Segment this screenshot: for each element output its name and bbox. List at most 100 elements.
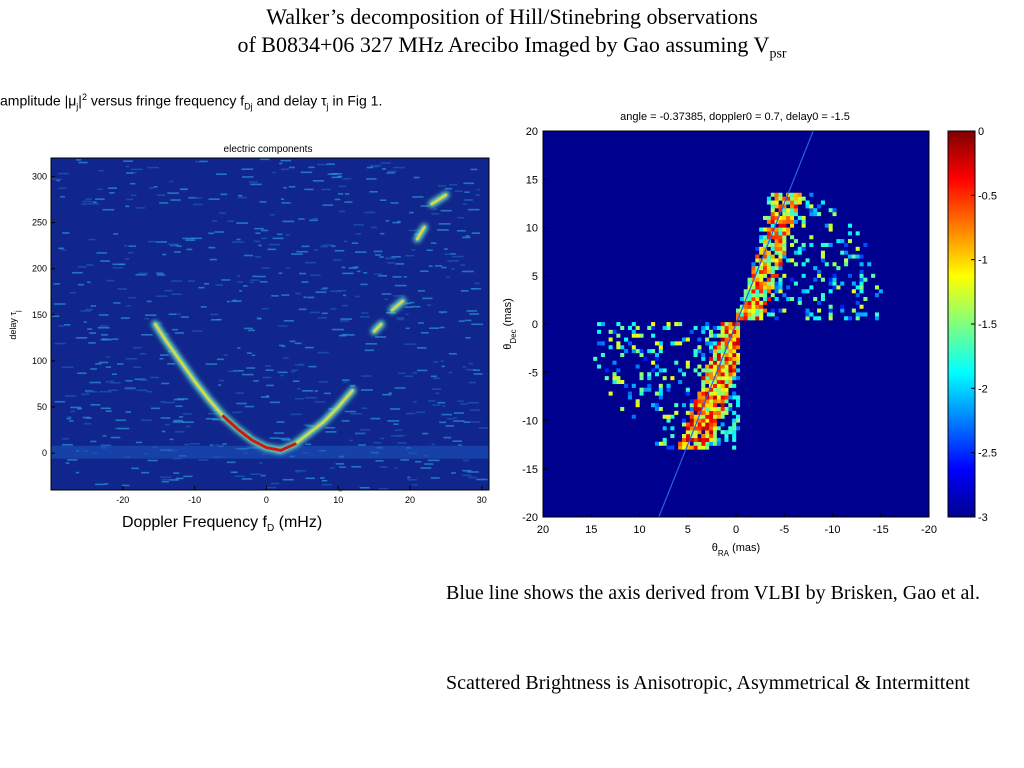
image-pixel xyxy=(712,434,717,439)
noise-streak xyxy=(373,250,383,253)
image-pixel xyxy=(836,239,841,244)
noise-streak xyxy=(429,327,440,329)
noise-streak xyxy=(471,232,480,234)
noise-streak xyxy=(176,245,182,247)
image-pixel xyxy=(708,399,714,404)
noise-streak xyxy=(278,325,288,327)
noise-streak xyxy=(351,242,359,244)
image-pixel xyxy=(697,410,702,415)
noise-streak xyxy=(174,431,185,433)
noise-streak xyxy=(162,253,167,256)
image-pixel xyxy=(793,200,798,205)
noise-streak xyxy=(191,237,202,240)
image-pixel xyxy=(651,360,656,365)
noise-streak xyxy=(203,282,210,285)
image-pixel xyxy=(809,242,814,247)
noise-streak xyxy=(262,376,272,379)
noise-streak xyxy=(408,229,420,232)
image-pixel xyxy=(705,368,710,373)
image-pixel xyxy=(662,426,667,431)
image-pixel xyxy=(844,250,849,255)
image-pixel xyxy=(712,395,717,400)
noise-streak xyxy=(468,476,477,479)
image-pixel xyxy=(651,325,656,330)
image-pixel xyxy=(828,208,833,213)
image-pixel xyxy=(708,356,714,361)
image-pixel xyxy=(736,329,741,334)
noise-streak xyxy=(116,363,124,365)
noise-streak xyxy=(248,181,259,183)
image-pixel xyxy=(720,364,725,369)
noise-streak xyxy=(156,241,167,243)
noise-streak xyxy=(465,319,472,322)
image-pixel xyxy=(639,333,644,338)
image-pixel xyxy=(639,349,644,354)
noise-streak xyxy=(198,286,205,289)
left-figure-caption: amplitude |μj|2 versus fringe frequency … xyxy=(0,92,383,112)
image-pixel xyxy=(651,333,656,338)
noise-streak xyxy=(444,253,456,256)
image-pixel xyxy=(736,414,741,419)
image-pixel xyxy=(624,337,629,342)
image-pixel xyxy=(763,239,768,244)
noise-streak xyxy=(212,418,221,421)
colorbar-tick-label: -2.5 xyxy=(978,448,997,460)
image-pixel xyxy=(635,325,640,330)
image-pixel xyxy=(755,277,760,282)
noise-streak xyxy=(182,237,194,240)
image-pixel xyxy=(708,422,714,427)
image-pixel xyxy=(813,208,818,213)
noise-streak xyxy=(473,373,483,375)
image-pixel xyxy=(793,262,798,267)
image-pixel xyxy=(774,262,779,267)
noise-streak xyxy=(386,172,395,174)
image-pixel xyxy=(790,204,795,209)
noise-streak xyxy=(54,342,66,345)
noise-streak xyxy=(168,313,177,316)
image-pixel xyxy=(736,356,741,361)
noise-streak xyxy=(180,316,189,318)
image-pixel xyxy=(770,269,775,275)
noise-streak xyxy=(360,283,368,286)
noise-streak xyxy=(375,254,381,256)
noise-streak xyxy=(256,275,266,278)
image-pixel xyxy=(766,277,771,282)
image-pixel xyxy=(755,258,760,263)
noise-streak xyxy=(341,420,350,422)
noise-streak xyxy=(322,287,328,289)
noise-streak xyxy=(236,274,241,277)
image-pixel xyxy=(612,379,617,385)
brightness-pixels xyxy=(593,192,883,450)
image-pixel xyxy=(739,296,744,302)
image-pixel xyxy=(701,414,706,419)
image-pixel xyxy=(786,231,791,236)
image-pixel xyxy=(728,356,733,361)
noise-streak xyxy=(131,168,143,171)
noise-streak xyxy=(449,183,458,186)
image-pixel xyxy=(770,273,775,278)
image-pixel xyxy=(755,293,760,298)
noise-streak xyxy=(445,425,455,427)
image-pixel xyxy=(736,395,741,400)
image-pixel xyxy=(759,277,764,282)
noise-streak xyxy=(388,392,392,394)
image-pixel xyxy=(658,387,663,392)
image-pixel xyxy=(759,262,764,267)
image-pixel xyxy=(701,387,706,392)
image-pixel xyxy=(786,212,791,217)
noise-streak xyxy=(219,212,226,214)
image-pixel xyxy=(685,434,690,439)
image-pixel xyxy=(755,316,760,321)
image-pixel xyxy=(774,296,779,302)
image-pixel xyxy=(716,426,721,431)
image-pixel xyxy=(774,235,779,240)
noise-streak xyxy=(210,313,219,316)
doppler-axis-caption: Doppler Frequency fD (mHz) xyxy=(122,514,323,535)
image-pixel xyxy=(759,227,764,232)
image-pixel xyxy=(805,312,810,317)
noise-streak xyxy=(115,419,126,422)
noise-streak xyxy=(420,467,432,469)
noise-streak xyxy=(208,412,220,415)
image-pixel xyxy=(766,289,771,294)
image-pixel xyxy=(747,308,752,313)
